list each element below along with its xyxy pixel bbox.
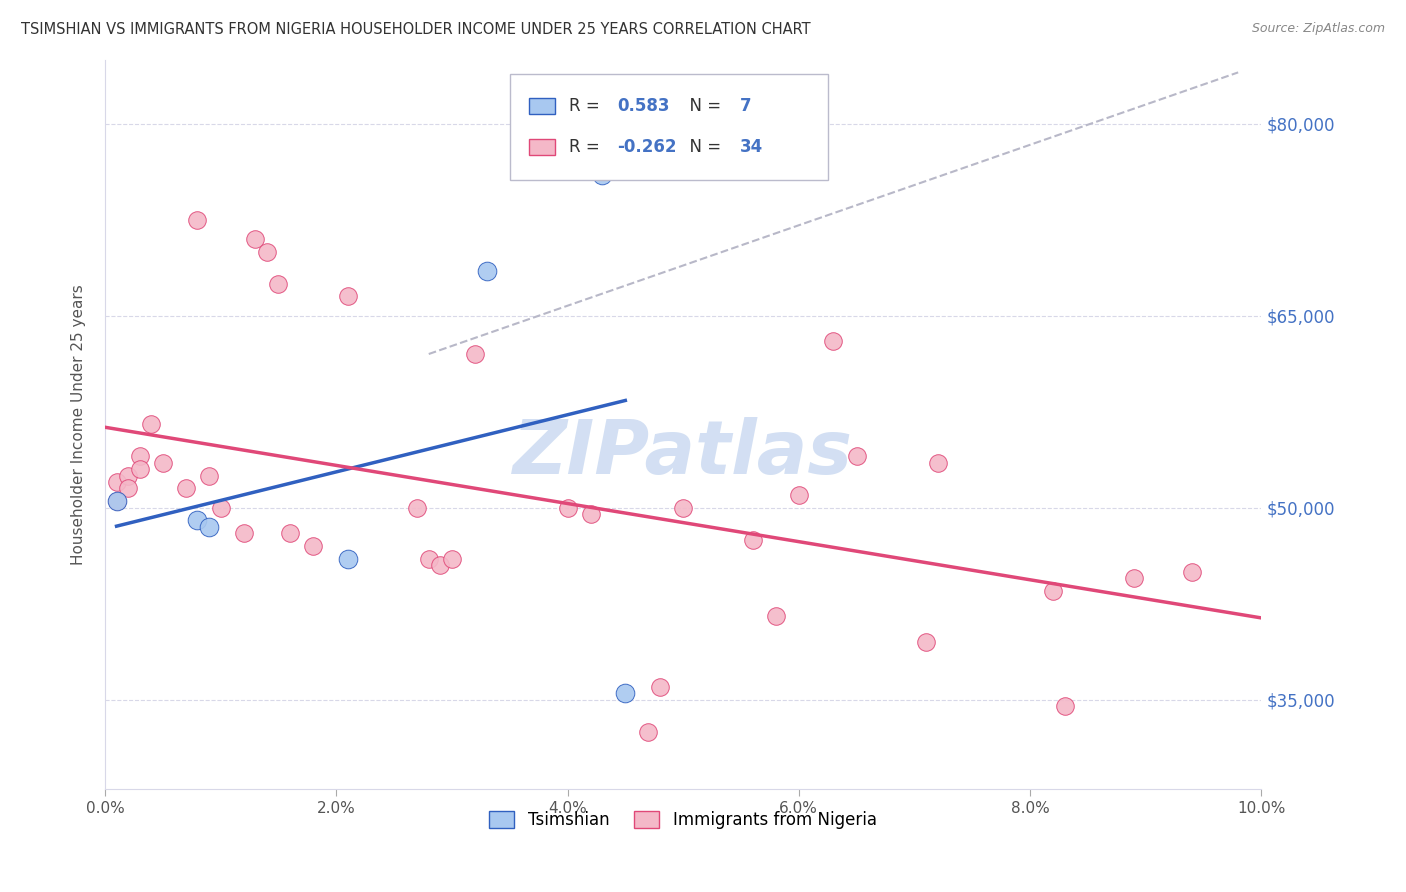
Point: [267, 277, 290, 291]
Text: -0.262: -0.262: [617, 138, 676, 156]
Point: [406, 500, 429, 515]
Point: [927, 456, 949, 470]
Point: [475, 264, 498, 278]
Point: [1053, 699, 1076, 714]
Point: [845, 450, 868, 464]
Point: [637, 724, 659, 739]
Point: [429, 558, 451, 573]
Text: 0.583: 0.583: [617, 96, 669, 114]
Text: R =: R =: [568, 138, 605, 156]
Point: [1042, 583, 1064, 598]
Text: 7: 7: [740, 96, 751, 114]
Point: [579, 507, 602, 521]
Text: Source: ZipAtlas.com: Source: ZipAtlas.com: [1251, 22, 1385, 36]
Point: [245, 232, 267, 246]
Point: [765, 609, 787, 624]
Text: N =: N =: [679, 138, 725, 156]
Text: ZIPatlas: ZIPatlas: [513, 417, 853, 490]
Point: [209, 500, 232, 515]
Point: [336, 551, 359, 566]
Point: [440, 551, 463, 566]
Point: [418, 551, 440, 566]
Point: [557, 500, 579, 515]
Point: [741, 533, 763, 547]
Point: [591, 168, 613, 182]
Point: [105, 475, 128, 489]
FancyBboxPatch shape: [510, 74, 828, 180]
Point: [128, 450, 150, 464]
Point: [152, 456, 174, 470]
Point: [198, 468, 221, 483]
Point: [1123, 571, 1146, 585]
Point: [672, 500, 695, 515]
Point: [1181, 565, 1204, 579]
Text: N =: N =: [679, 96, 725, 114]
Point: [232, 526, 254, 541]
Point: [256, 244, 278, 259]
Point: [823, 334, 845, 349]
Point: [186, 212, 208, 227]
Point: [128, 462, 150, 476]
Point: [648, 680, 671, 694]
Text: R =: R =: [568, 96, 605, 114]
FancyBboxPatch shape: [529, 97, 555, 113]
Point: [278, 526, 301, 541]
Text: 34: 34: [740, 138, 763, 156]
Point: [105, 494, 128, 508]
Point: [105, 494, 128, 508]
FancyBboxPatch shape: [529, 139, 555, 155]
Point: [186, 513, 208, 527]
Point: [141, 417, 163, 432]
Point: [614, 686, 637, 700]
Y-axis label: Householder Income Under 25 years: Householder Income Under 25 years: [72, 284, 86, 565]
Point: [915, 635, 938, 649]
Point: [336, 289, 359, 303]
Point: [117, 468, 139, 483]
Text: TSIMSHIAN VS IMMIGRANTS FROM NIGERIA HOUSEHOLDER INCOME UNDER 25 YEARS CORRELATI: TSIMSHIAN VS IMMIGRANTS FROM NIGERIA HOU…: [21, 22, 811, 37]
Point: [198, 520, 221, 534]
Point: [302, 539, 325, 553]
Point: [787, 488, 810, 502]
Point: [117, 482, 139, 496]
Point: [464, 347, 486, 361]
Legend: Tsimshian, Immigrants from Nigeria: Tsimshian, Immigrants from Nigeria: [482, 804, 883, 836]
Point: [174, 482, 197, 496]
